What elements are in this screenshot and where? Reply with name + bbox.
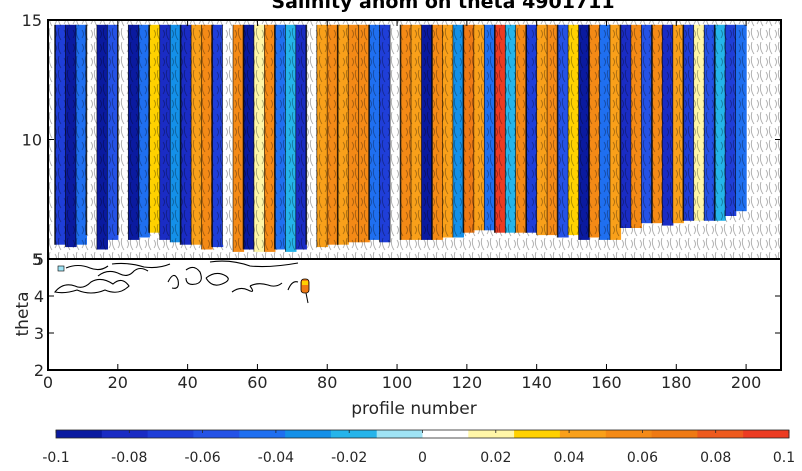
x-tick-label: 100 <box>382 373 413 392</box>
colorbar-tick-label: -0.08 <box>111 450 147 466</box>
colorbar-cell <box>514 430 561 438</box>
y-tick-label: 10 <box>22 131 42 150</box>
colorbar-cell <box>651 430 698 438</box>
x-tick-label: 80 <box>317 373 337 392</box>
x-tick-label: 200 <box>731 373 762 392</box>
chart-title: Salinity anom on theta 4901711 <box>271 0 614 13</box>
lower-contour-lines <box>54 260 299 294</box>
y-tick-label: 4 <box>34 287 44 306</box>
colorbar-cells <box>56 430 790 438</box>
x-axis-label: profile number <box>351 399 476 419</box>
colorbar-cell <box>559 430 607 438</box>
colorbar-cell <box>193 430 240 438</box>
y-axis-label: theta <box>13 292 33 337</box>
colorbar-cell <box>330 430 378 438</box>
x-tick-label: 120 <box>452 373 483 392</box>
colorbar-ticks: -0.1 -0.08 -0.06 -0.04 -0.02 0 0.02 0.04 0.06 0.0… <box>42 430 795 466</box>
y-tick-label: 3 <box>34 324 44 343</box>
colorbar-tick-label: 0.04 <box>554 450 585 466</box>
colorbar-cell <box>743 430 790 438</box>
colorbar-tick-label: -0.04 <box>258 450 294 466</box>
lower-blob <box>300 278 310 304</box>
x-ticks: 0 20 40 60 80 100 120 140 160 180 200 <box>43 20 761 392</box>
colorbar-cell <box>56 430 103 438</box>
x-tick-label: 140 <box>521 373 552 392</box>
colorbar-tick-label: -0.06 <box>184 450 220 466</box>
y-tick-label: 5 <box>32 250 42 269</box>
x-tick-label: 40 <box>177 373 197 392</box>
x-tick-label: 60 <box>247 373 267 392</box>
colorbar-cell <box>605 430 653 438</box>
colorbar-cell <box>285 430 332 438</box>
x-tick-label: 20 <box>108 373 128 392</box>
colorbar-tick-label: -0.1 <box>42 450 69 466</box>
y-tick-label: 15 <box>22 11 42 30</box>
colorbar-cell <box>376 430 423 438</box>
y-tick-label: 5 <box>34 250 44 269</box>
colorbar-cell <box>468 430 515 438</box>
lower-y-ticks: 2 3 4 5 <box>34 250 781 380</box>
lower-cyan-patch <box>57 265 65 272</box>
x-tick-label: 180 <box>661 373 692 392</box>
colorbar-cell <box>422 430 469 438</box>
colorbar-cell <box>697 430 744 438</box>
upper-plot-area: 5 10 15 <box>22 11 782 269</box>
colorbar-tick-label: -0.02 <box>331 450 367 466</box>
colorbar-tick-label: 0.1 <box>773 450 795 466</box>
x-tick-label: 160 <box>591 373 622 392</box>
colorbar-tick-label: 0.08 <box>700 450 731 466</box>
colorbar-tick-label: 0.06 <box>627 450 658 466</box>
x-tick-label: 0 <box>43 373 53 392</box>
lower-plot-area: 2 3 4 5 0 20 40 60 80 100 120 140 160 180 200 <box>34 20 782 392</box>
colorbar-cell <box>147 430 194 438</box>
colorbar: -0.1 -0.08 -0.06 -0.04 -0.02 0 0.02 0.04 0.06 0.0… <box>42 429 795 466</box>
colorbar-tick-label: 0.02 <box>480 450 511 466</box>
colorbar-tick-label: 0 <box>418 450 427 466</box>
upper-y-ticks: 5 10 15 <box>22 11 781 269</box>
colorbar-cell <box>239 430 286 438</box>
colorbar-cell <box>101 430 149 438</box>
y-tick-label: 2 <box>34 361 44 380</box>
